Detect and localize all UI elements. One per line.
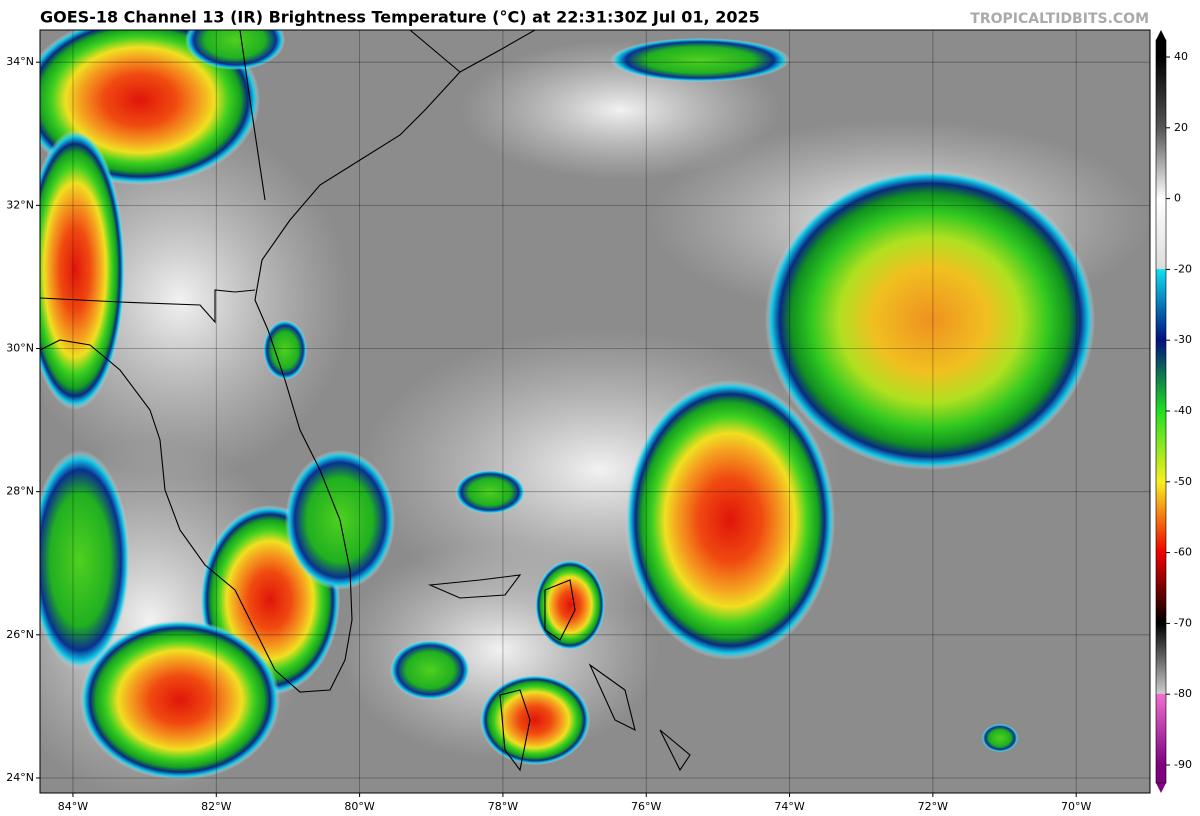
x-tick-label: 80°W — [344, 800, 374, 813]
satellite-image — [40, 30, 1150, 793]
colorbar-label: -50 — [1174, 475, 1192, 488]
colorbar-label: -70 — [1174, 616, 1192, 629]
x-tick-label: 70°W — [1061, 800, 1091, 813]
colorbar-label: 0 — [1174, 192, 1181, 205]
x-tick-label: 72°W — [918, 800, 948, 813]
y-tick-label: 24°N — [6, 771, 34, 784]
map-frame — [39, 29, 1151, 794]
y-tick-label: 26°N — [6, 628, 34, 641]
colorbar-label: -80 — [1174, 687, 1192, 700]
y-tick-label: 34°N — [6, 55, 34, 68]
x-tick-label: 76°W — [631, 800, 661, 813]
x-tick-label: 78°W — [488, 800, 518, 813]
colorbar-label: -60 — [1174, 546, 1192, 559]
y-tick-label: 30°N — [6, 342, 34, 355]
x-tick-label: 74°W — [774, 800, 804, 813]
graticule — [40, 30, 1150, 793]
credit: TROPICALTIDBITS.COM — [970, 11, 1149, 27]
colorbar-label: -20 — [1174, 262, 1192, 275]
colorbar-label: -30 — [1174, 333, 1192, 346]
colorbar-label: 20 — [1174, 121, 1188, 134]
title: GOES-18 Channel 13 (IR) Brightness Tempe… — [40, 8, 760, 27]
colorbar-label: -40 — [1174, 404, 1192, 417]
x-tick-label: 82°W — [201, 800, 231, 813]
x-tick-label: 84°W — [58, 800, 88, 813]
colorbar — [1155, 30, 1167, 793]
colorbar-label: 40 — [1174, 50, 1188, 63]
y-tick-label: 32°N — [6, 198, 34, 211]
y-tick-label: 28°N — [6, 485, 34, 498]
colorbar-label: -90 — [1174, 758, 1192, 771]
